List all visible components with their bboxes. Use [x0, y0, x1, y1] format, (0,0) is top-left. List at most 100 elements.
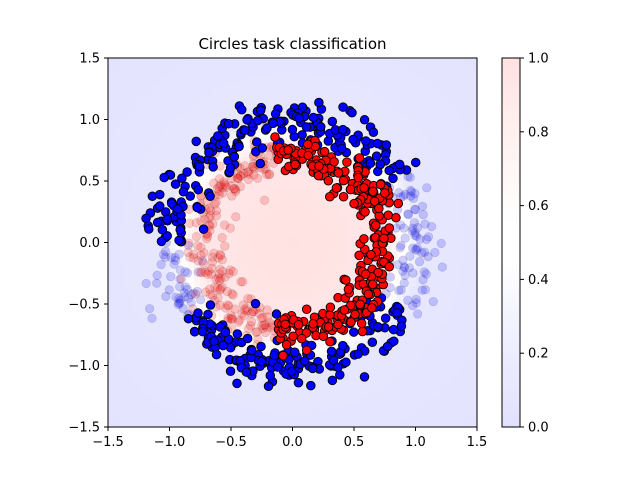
heatmap-cell: [231, 224, 238, 231]
heatmap-cell: [427, 187, 435, 194]
heatmap-cell: [292, 248, 300, 256]
heatmap-cell: [292, 414, 300, 422]
data-point-class-1: [264, 169, 275, 179]
heatmap-cell: [206, 70, 214, 78]
heatmap-cell: [409, 328, 417, 336]
heatmap-cell: [427, 193, 435, 201]
heatmap-cell: [243, 70, 251, 78]
heatmap-cell: [224, 322, 232, 330]
heatmap-cell: [403, 88, 410, 96]
heatmap-cell: [446, 236, 453, 244]
heatmap-cell: [194, 58, 201, 65]
heatmap-cell: [108, 377, 115, 385]
heatmap-cell: [366, 402, 374, 410]
heatmap-cell: [126, 156, 134, 164]
heatmap-cell: [261, 260, 269, 268]
heatmap-cell: [421, 168, 429, 176]
chart-title: Circles task classification: [198, 35, 386, 53]
heatmap-cell: [212, 310, 220, 317]
heatmap-cell: [175, 340, 183, 348]
data-point-class-0: [328, 355, 339, 365]
heatmap-cell: [452, 236, 460, 244]
heatmap-cell: [206, 408, 214, 416]
heatmap-cell: [187, 279, 195, 287]
heatmap-cell: [126, 58, 134, 65]
heatmap-cell: [108, 107, 115, 114]
heatmap-cell: [409, 181, 417, 188]
heatmap-cell: [390, 113, 398, 121]
heatmap-cell: [231, 420, 238, 428]
heatmap-cell: [433, 279, 441, 287]
heatmap-cell: [452, 101, 460, 108]
heatmap-cell: [304, 94, 312, 102]
heatmap-cell: [144, 371, 152, 379]
heatmap-cell: [231, 131, 238, 139]
data-point-class-0: [180, 291, 190, 302]
data-point-class-0: [407, 300, 418, 311]
heatmap-cell: [310, 107, 318, 114]
heatmap-cell: [304, 408, 312, 416]
data-point-class-1: [281, 340, 292, 350]
heatmap-cell: [341, 248, 349, 256]
data-point-class-1: [217, 254, 227, 265]
heatmap-cell: [446, 205, 453, 213]
heatmap-cell: [310, 76, 318, 84]
heatmap-cell: [397, 107, 404, 114]
heatmap-cell: [310, 260, 318, 268]
data-point-class-0: [178, 303, 188, 314]
data-point-class-1: [185, 252, 195, 262]
heatmap-cell: [409, 420, 417, 428]
heatmap-cell: [200, 88, 207, 96]
heatmap-cell: [138, 279, 146, 287]
heatmap-cell: [286, 211, 294, 219]
heatmap-cell: [132, 131, 140, 139]
data-point-class-1: [208, 219, 218, 229]
heatmap-cell: [175, 150, 183, 157]
heatmap-cell: [427, 162, 435, 170]
heatmap-cell: [360, 70, 367, 78]
heatmap-cell: [255, 328, 263, 336]
heatmap-cell: [175, 88, 183, 96]
data-point-class-1: [329, 157, 339, 167]
heatmap-cell: [237, 273, 244, 280]
heatmap-cell: [126, 279, 134, 287]
heatmap-cell: [175, 131, 183, 139]
heatmap-cell: [169, 94, 177, 102]
heatmap-cell: [157, 125, 164, 133]
heatmap-cell: [415, 217, 423, 225]
data-point-class-0: [349, 327, 359, 337]
heatmap-cell: [132, 267, 140, 274]
heatmap-cell: [249, 168, 257, 176]
heatmap-cell: [243, 211, 251, 219]
heatmap-cell: [452, 291, 460, 299]
heatmap-cell: [409, 408, 417, 416]
heatmap-cell: [366, 64, 374, 71]
heatmap-cell: [237, 199, 244, 207]
heatmap-cell: [108, 58, 115, 65]
data-point-class-0: [388, 173, 398, 184]
heatmap-cell: [114, 316, 121, 324]
heatmap-cell: [181, 377, 189, 385]
heatmap-cell: [255, 94, 263, 102]
heatmap-cell: [144, 383, 152, 391]
heatmap-cell: [421, 322, 429, 330]
data-point-class-0: [348, 134, 358, 145]
heatmap-cell: [384, 82, 392, 90]
heatmap-cell: [169, 113, 177, 121]
heatmap-cell: [132, 58, 140, 65]
heatmap-cell: [144, 365, 152, 373]
heatmap-cell: [231, 236, 238, 244]
heatmap-cell: [187, 107, 195, 114]
heatmap-cell: [132, 285, 140, 293]
heatmap-cell: [310, 187, 318, 194]
heatmap-cell: [409, 248, 417, 256]
heatmap-cell: [354, 107, 361, 114]
heatmap-cell: [187, 113, 195, 121]
heatmap-cell: [267, 236, 275, 244]
heatmap-cell: [433, 76, 441, 84]
heatmap-cell: [397, 408, 404, 416]
data-point-class-0: [192, 202, 203, 213]
data-point-class-0: [407, 223, 418, 233]
heatmap-cell: [458, 260, 466, 268]
data-point-class-0: [170, 255, 181, 266]
